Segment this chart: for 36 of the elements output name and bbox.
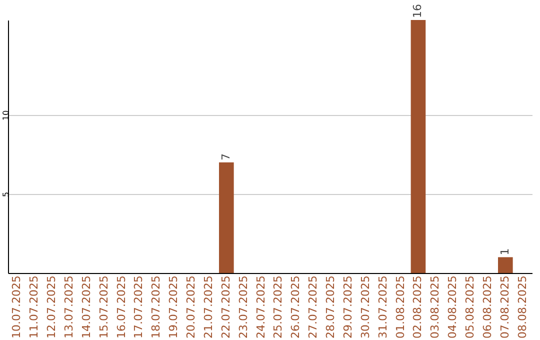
x-tick-label: 21.07.2025 xyxy=(202,276,215,338)
x-tick-label: 10.07.2025 xyxy=(10,276,24,338)
bar xyxy=(410,20,426,273)
x-tick-label: 04.08.2025 xyxy=(446,276,460,338)
x-tick-label: 20.07.2025 xyxy=(184,276,198,338)
bar xyxy=(498,257,513,273)
x-tick-label: 13.07.2025 xyxy=(62,276,76,338)
x-tick-label: 03.08.2025 xyxy=(428,276,442,338)
data-label: 16 xyxy=(411,4,424,18)
x-tick-label: 19.07.2025 xyxy=(167,276,180,338)
x-tick-label: 30.07.2025 xyxy=(358,276,372,338)
x-tick-label: 06.08.2025 xyxy=(480,276,494,338)
bar xyxy=(218,162,234,273)
x-tick-label: 26.07.2025 xyxy=(289,276,302,338)
x-tick-label: 27.07.2025 xyxy=(306,276,320,338)
x-tick-label: 11.07.2025 xyxy=(28,276,41,338)
x-tick-label: 14.07.2025 xyxy=(80,276,93,338)
x-tick-label: 02.08.2025 xyxy=(411,276,424,338)
x-tick-label: 22.07.2025 xyxy=(219,276,232,338)
x-tick-label: 25.07.2025 xyxy=(272,276,285,338)
x-tick-label: 17.07.2025 xyxy=(132,276,146,338)
x-tick-label: 05.08.2025 xyxy=(464,276,477,338)
x-tick-label: 01.08.2025 xyxy=(394,276,407,338)
data-label: 7 xyxy=(219,153,232,160)
x-tick-label: 15.07.2025 xyxy=(97,276,110,338)
x-tick-label: 08.08.2025 xyxy=(516,276,529,338)
x-tick-label: 23.07.2025 xyxy=(236,276,250,338)
x-tick-label: 29.07.2025 xyxy=(341,276,354,338)
x-tick-label: 28.07.2025 xyxy=(324,276,338,338)
x-tick-label: 16.07.2025 xyxy=(114,276,128,338)
data-label: 1 xyxy=(498,248,512,256)
x-tick-label: 31.07.2025 xyxy=(376,276,390,338)
x-tick-label: 12.07.2025 xyxy=(45,276,58,338)
x-tick-label: 24.07.2025 xyxy=(254,276,268,338)
x-tick-label: 18.07.2025 xyxy=(150,276,163,338)
x-tick-label: 07.08.2025 xyxy=(498,276,512,338)
